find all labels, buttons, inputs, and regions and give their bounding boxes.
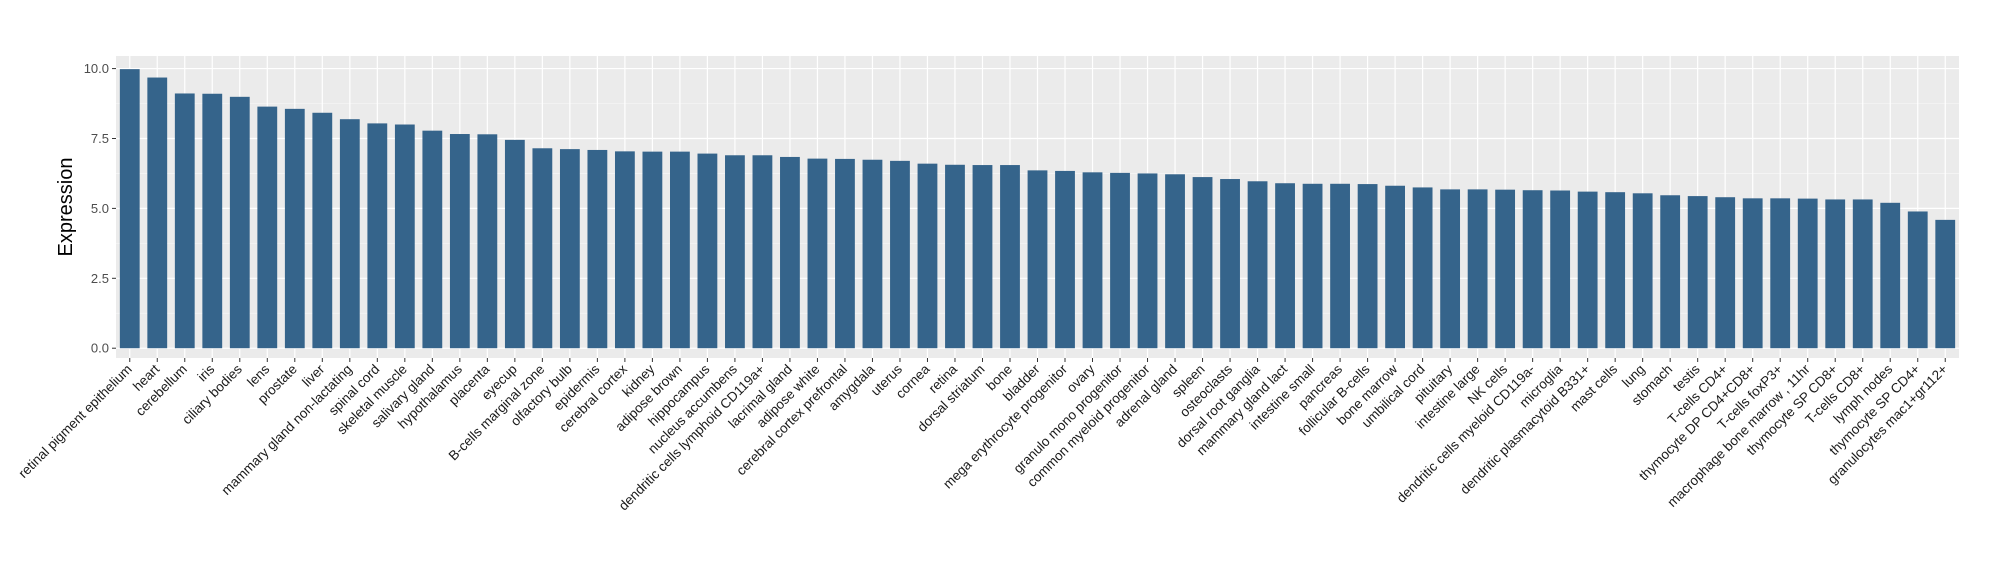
- bar: [1302, 183, 1323, 349]
- y-tick-label: 10.0: [84, 61, 109, 76]
- x-axis: retinal pigment epitheliumheartcerebellu…: [15, 358, 1950, 513]
- bar: [1605, 192, 1626, 349]
- bar: [917, 163, 938, 349]
- bar: [697, 153, 718, 349]
- bar: [202, 93, 223, 349]
- bar: [1935, 219, 1956, 349]
- bar: [312, 112, 333, 349]
- bar: [807, 158, 828, 349]
- x-tick-label: retinal pigment epithelium: [15, 362, 134, 481]
- bar: [1632, 193, 1653, 349]
- bar: [1385, 185, 1405, 349]
- bar: [1660, 195, 1681, 349]
- bar: [1797, 198, 1818, 349]
- bar: [1825, 199, 1846, 349]
- bar: [725, 155, 745, 349]
- bar: [1330, 183, 1350, 349]
- bar: [174, 93, 195, 349]
- bar: [642, 151, 663, 349]
- bar: [257, 106, 278, 349]
- bar: [559, 149, 580, 349]
- bar: [394, 124, 415, 349]
- bar: [1055, 170, 1075, 349]
- bar: [1110, 172, 1130, 349]
- bar: [1440, 189, 1461, 349]
- bar: [752, 155, 773, 349]
- bar: [780, 156, 800, 349]
- bar: [119, 69, 140, 349]
- bar: [835, 158, 855, 349]
- bar: [477, 134, 498, 349]
- bar: [1220, 179, 1240, 349]
- bar: [284, 108, 305, 349]
- bar: [1715, 197, 1736, 349]
- bar: [670, 151, 690, 349]
- bar: [1192, 177, 1213, 349]
- bar: [147, 77, 168, 349]
- bar: [1247, 181, 1268, 349]
- bar: [1027, 170, 1048, 349]
- bar: [945, 164, 965, 349]
- bar: [1770, 198, 1791, 349]
- y-tick-label: 5.0: [91, 201, 109, 216]
- bar: [1577, 191, 1598, 349]
- bar: [1550, 190, 1571, 349]
- bar: [614, 151, 635, 349]
- bar: [1742, 198, 1763, 349]
- bar: [972, 165, 993, 349]
- bar: [1687, 196, 1708, 349]
- bar: [1082, 172, 1103, 349]
- bar: [1467, 189, 1488, 349]
- bar: [1495, 189, 1516, 349]
- bar: [1412, 187, 1433, 349]
- bar: [1907, 211, 1928, 349]
- bar: [1137, 173, 1158, 349]
- bar: [1880, 202, 1901, 349]
- y-tick-label: 2.5: [91, 271, 109, 286]
- bars: [119, 69, 1956, 349]
- bar: [449, 134, 470, 349]
- bar: [1852, 199, 1873, 349]
- y-axis: 0.0 2.5 5.0 7.5 10.0: [84, 61, 116, 356]
- bar: [587, 149, 608, 349]
- bar: [532, 148, 553, 349]
- bar: [1275, 183, 1295, 349]
- bar: [229, 96, 250, 349]
- bar: [1522, 190, 1543, 349]
- bar: [339, 119, 360, 349]
- bar: [1165, 174, 1185, 349]
- y-tick-label: 0.0: [91, 341, 109, 356]
- bar: [367, 123, 388, 349]
- bar: [890, 160, 910, 349]
- bar: [862, 159, 883, 349]
- bar: [1000, 165, 1020, 349]
- y-axis-title: Expression: [55, 158, 77, 257]
- bar: [422, 130, 443, 349]
- bar: [504, 139, 525, 349]
- bar: [1357, 184, 1378, 349]
- y-tick-label: 7.5: [91, 131, 109, 146]
